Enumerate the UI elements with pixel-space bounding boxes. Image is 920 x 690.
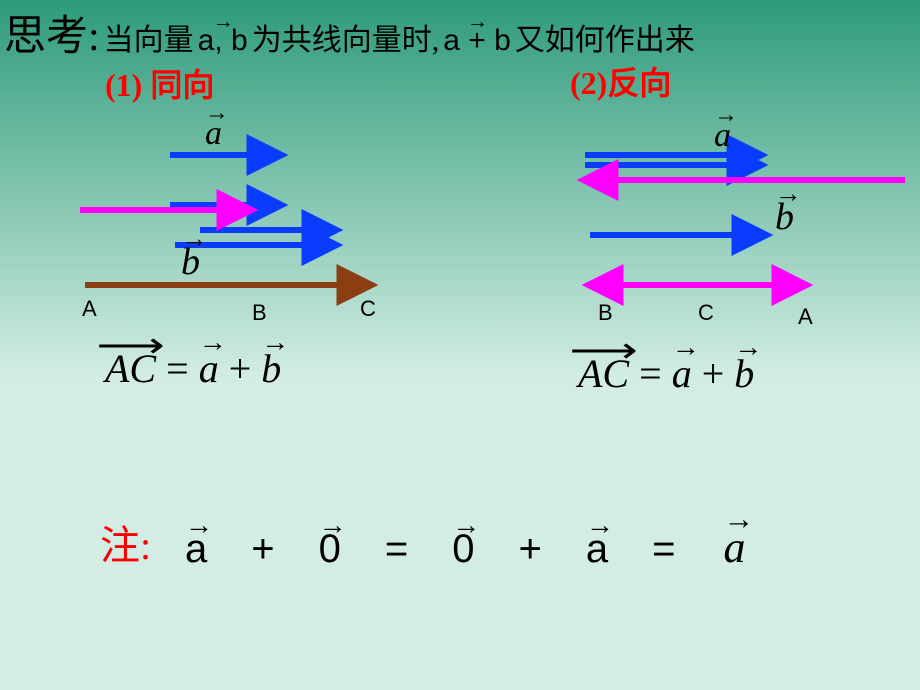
left-point-B: B [252, 300, 267, 326]
note-label: 注: [100, 520, 150, 572]
right-a-label: a [714, 117, 731, 155]
left-point-A: A [82, 296, 97, 322]
beq-a3: a [723, 522, 747, 573]
right-eq-b: b [734, 350, 754, 397]
beq-a1: a [185, 527, 209, 572]
left-a-label: a [205, 115, 222, 153]
left-equation: AC = a + b [105, 345, 281, 392]
right-point-C: C [698, 300, 714, 326]
right-point-A: A [798, 304, 813, 330]
right-b-label: b [775, 195, 794, 239]
beq-eq2: = [652, 527, 677, 571]
bottom-equation: a + 0 = 0 + a = a [185, 522, 747, 573]
beq-eq1: = [385, 527, 410, 571]
right-eq-a: a [672, 350, 692, 397]
beq-a2: a [586, 527, 610, 572]
left-eq-b: b [261, 345, 281, 392]
left-point-C: C [360, 296, 376, 322]
right-equation: AC = a + b [578, 350, 754, 397]
left-eq-a: a [199, 345, 219, 392]
beq-zero1: 0 [319, 527, 343, 572]
right-point-B: B [598, 300, 613, 326]
right-eq-AC: AC [578, 350, 629, 397]
beq-plus1: + [251, 527, 276, 571]
beq-zero2: 0 [452, 527, 476, 572]
left-eq-AC: AC [105, 345, 156, 392]
beq-plus2: + [518, 527, 543, 571]
left-b-label: b [181, 240, 200, 284]
